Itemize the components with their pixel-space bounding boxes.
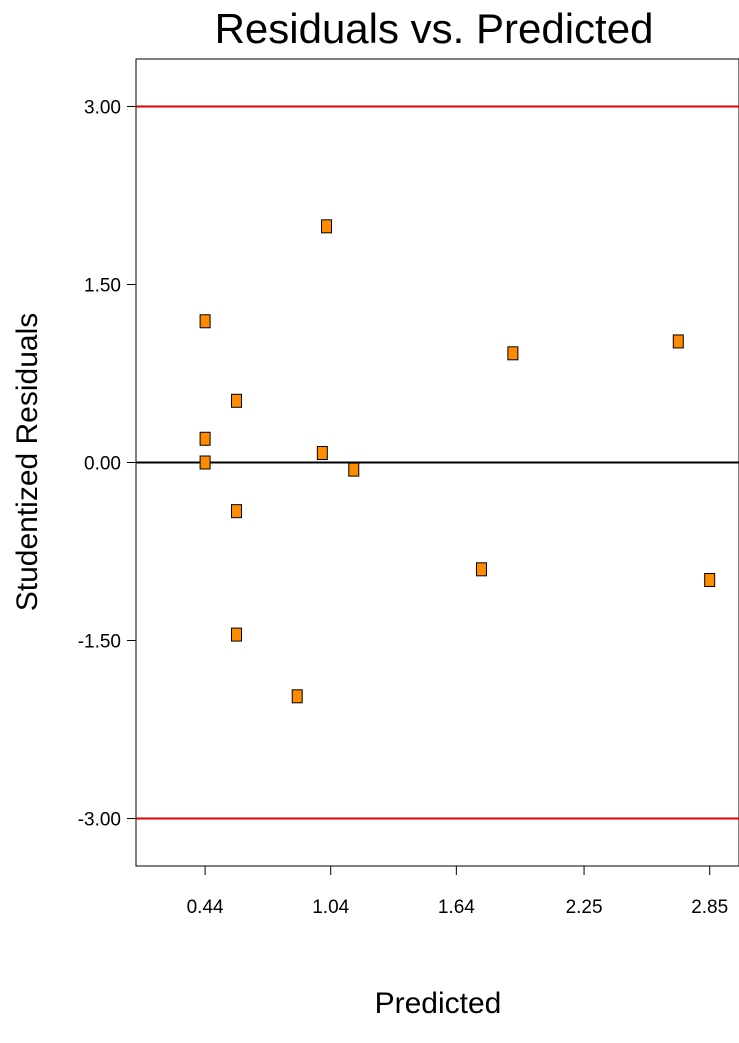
data-point-1: [199, 431, 211, 446]
y-tick-label-3: -1.50: [78, 632, 121, 653]
data-points: [199, 219, 716, 704]
x-axis-label: Predicted: [375, 987, 502, 1020]
y-tick-label-0: 3.00: [84, 97, 121, 118]
data-point-7: [316, 446, 328, 461]
y-tick-label-1: 1.50: [84, 275, 121, 296]
data-point-9: [348, 462, 360, 477]
y-axis: 3.00 1.50 0.00 -1.50 -3.00: [78, 97, 136, 831]
data-point-13: [704, 572, 716, 587]
chart-title: Residuals vs. Predicted: [215, 5, 654, 52]
y-tick-label-4: -3.00: [78, 810, 121, 831]
data-point-5: [231, 627, 242, 642]
x-tick-label-0: 0.44: [187, 897, 224, 918]
data-point-6: [291, 689, 303, 704]
data-point-0: [199, 314, 211, 329]
x-axis: 0.44 1.04 1.64 2.25 2.85: [187, 866, 728, 918]
data-point-8: [321, 219, 333, 234]
x-tick-label-1: 1.04: [312, 897, 349, 918]
data-point-2: [199, 455, 211, 470]
x-tick-label-4: 2.85: [691, 897, 728, 918]
data-point-4: [231, 504, 242, 519]
x-tick-label-2: 1.64: [438, 897, 475, 918]
data-point-11: [507, 346, 519, 361]
y-axis-label: Studentized Residuals: [11, 313, 44, 612]
y-tick-label-2: 0.00: [84, 454, 121, 475]
reference-lines: [136, 105, 739, 820]
x-tick-label-3: 2.25: [566, 897, 603, 918]
data-point-3: [231, 393, 242, 408]
data-point-10: [475, 562, 487, 577]
data-point-12: [672, 334, 684, 349]
